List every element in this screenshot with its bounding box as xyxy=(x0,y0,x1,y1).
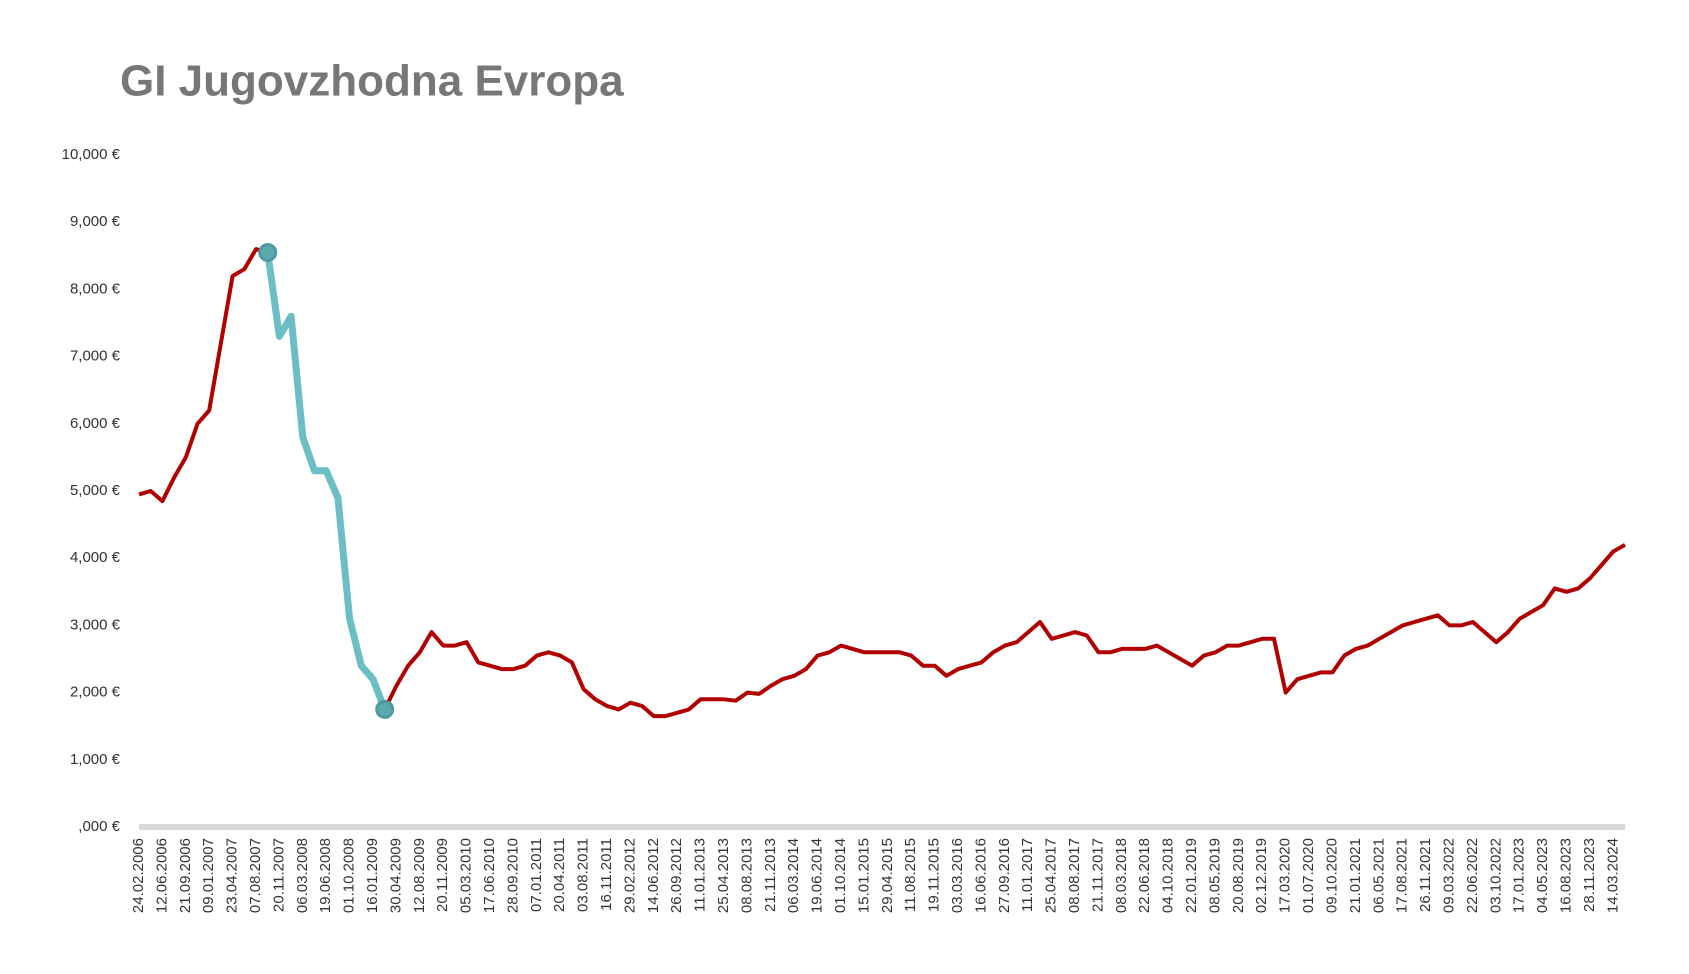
x-tick-label: 12.06.2006 xyxy=(153,838,170,913)
y-tick-label: 3,000 € xyxy=(70,616,121,633)
x-tick-label: 09.03.2022 xyxy=(1440,838,1457,913)
x-tick-label: 23.04.2007 xyxy=(224,838,241,913)
y-tick-label: ,000 € xyxy=(78,818,120,835)
x-tick-label: 24.02.2006 xyxy=(130,838,147,913)
extreme-marker xyxy=(258,242,278,262)
y-tick-label: 1,000 € xyxy=(70,751,121,768)
x-tick-label: 09.10.2020 xyxy=(1323,838,1340,913)
x-tick-label: 11.01.2013 xyxy=(692,838,709,912)
x-tick-label: 26.11.2021 xyxy=(1417,838,1434,912)
x-tick-label: 05.03.2010 xyxy=(458,838,475,913)
x-tick-label: 16.11.2011 xyxy=(598,838,615,911)
x-tick-label: 26.09.2012 xyxy=(668,838,685,913)
y-tick-label: 6,000 € xyxy=(70,415,121,432)
x-tick-label: 28.09.2010 xyxy=(504,838,521,913)
x-tick-label: 01.10.2014 xyxy=(832,838,849,913)
x-tick-label: 08.03.2018 xyxy=(1113,838,1130,913)
x-tick-label: 14.06.2012 xyxy=(645,838,662,913)
x-tick-label: 21.09.2006 xyxy=(177,838,194,913)
chart-title: GI Jugovzhodna Evropa xyxy=(120,57,624,106)
extreme-marker xyxy=(375,699,395,719)
x-tick-label: 25.04.2017 xyxy=(1043,838,1060,913)
x-tick-label: 29.04.2015 xyxy=(879,838,896,913)
x-tick-label: 12.08.2009 xyxy=(411,838,428,913)
x-tick-label: 03.03.2016 xyxy=(949,838,966,913)
x-tick-label: 28.11.2023 xyxy=(1581,838,1598,912)
x-tick-label: 03.10.2022 xyxy=(1487,838,1504,913)
x-tick-label: 21.11.2013 xyxy=(762,838,779,912)
x-tick-label: 06.03.2014 xyxy=(785,838,802,913)
x-tick-label: 21.11.2017 xyxy=(1089,838,1106,912)
x-tick-label: 07.08.2007 xyxy=(247,838,264,913)
x-tick-label: 22.01.2019 xyxy=(1183,838,1200,913)
x-tick-label: 17.01.2023 xyxy=(1511,838,1528,913)
y-tick-label: 8,000 € xyxy=(70,280,121,297)
series-line xyxy=(138,247,1626,719)
x-tick-label: 29.02.2012 xyxy=(621,838,638,913)
x-tick-label: 08.08.2017 xyxy=(1066,838,1083,913)
x-tick-label: 20.08.2019 xyxy=(1230,838,1247,913)
x-tick-label: 04.10.2018 xyxy=(1160,838,1177,913)
x-tick-label: 01.10.2008 xyxy=(341,838,358,913)
x-tick-label: 17.08.2021 xyxy=(1394,838,1411,913)
x-tick-label: 27.09.2016 xyxy=(996,838,1013,913)
y-tick-label: 9,000 € xyxy=(70,213,121,230)
x-tick-label: 20.11.2009 xyxy=(434,838,451,912)
x-tick-label: 03.08.2011 xyxy=(575,838,592,912)
x-tick-label: 20.11.2007 xyxy=(270,838,287,912)
x-tick-label: 16.08.2023 xyxy=(1557,838,1574,913)
x-tick-label: 15.01.2015 xyxy=(855,838,872,913)
x-tick-label: 16.06.2016 xyxy=(972,838,989,913)
x-tick-label: 06.05.2021 xyxy=(1370,838,1387,913)
x-tick-label: 01.07.2020 xyxy=(1300,838,1317,913)
x-tick-label: 17.06.2010 xyxy=(481,838,498,913)
x-tick-label: 07.01.2011 xyxy=(528,838,545,912)
y-tick-label: 10,000 € xyxy=(62,146,121,163)
x-tick-label: 17.03.2020 xyxy=(1277,838,1294,913)
x-tick-label: 19.11.2015 xyxy=(926,838,943,912)
y-tick-label: 2,000 € xyxy=(70,684,121,701)
x-tick-label: 06.03.2008 xyxy=(294,838,311,913)
x-tick-label: 08.05.2019 xyxy=(1206,838,1223,913)
x-tick-label: 30.04.2009 xyxy=(387,838,404,913)
x-tick-label: 25.04.2013 xyxy=(715,838,732,913)
x-tick-label: 16.01.2009 xyxy=(364,838,381,913)
x-tick-label: 08.08.2013 xyxy=(738,838,755,913)
x-tick-label: 22.06.2022 xyxy=(1464,838,1481,913)
x-tick-label: 21.01.2021 xyxy=(1347,838,1364,913)
x-tick-label: 11.01.2017 xyxy=(1019,838,1036,912)
x-tick-label: 14.03.2024 xyxy=(1604,838,1621,913)
x-tick-label: 09.01.2007 xyxy=(200,838,217,913)
y-tick-label: 7,000 € xyxy=(70,348,121,365)
y-tick-label: 5,000 € xyxy=(70,482,121,499)
x-tick-label: 04.05.2023 xyxy=(1534,838,1551,913)
x-tick-label: 11.08.2015 xyxy=(902,838,919,912)
y-tick-label: 4,000 € xyxy=(70,549,121,566)
x-tick-label: 20.04.2011 xyxy=(551,838,568,912)
x-tick-label: 02.12.2019 xyxy=(1253,838,1270,913)
series-line xyxy=(264,251,388,711)
x-tick-label: 19.06.2008 xyxy=(317,838,334,913)
x-tick-label: 22.06.2018 xyxy=(1136,838,1153,913)
x-tick-label: 19.06.2014 xyxy=(809,838,826,913)
